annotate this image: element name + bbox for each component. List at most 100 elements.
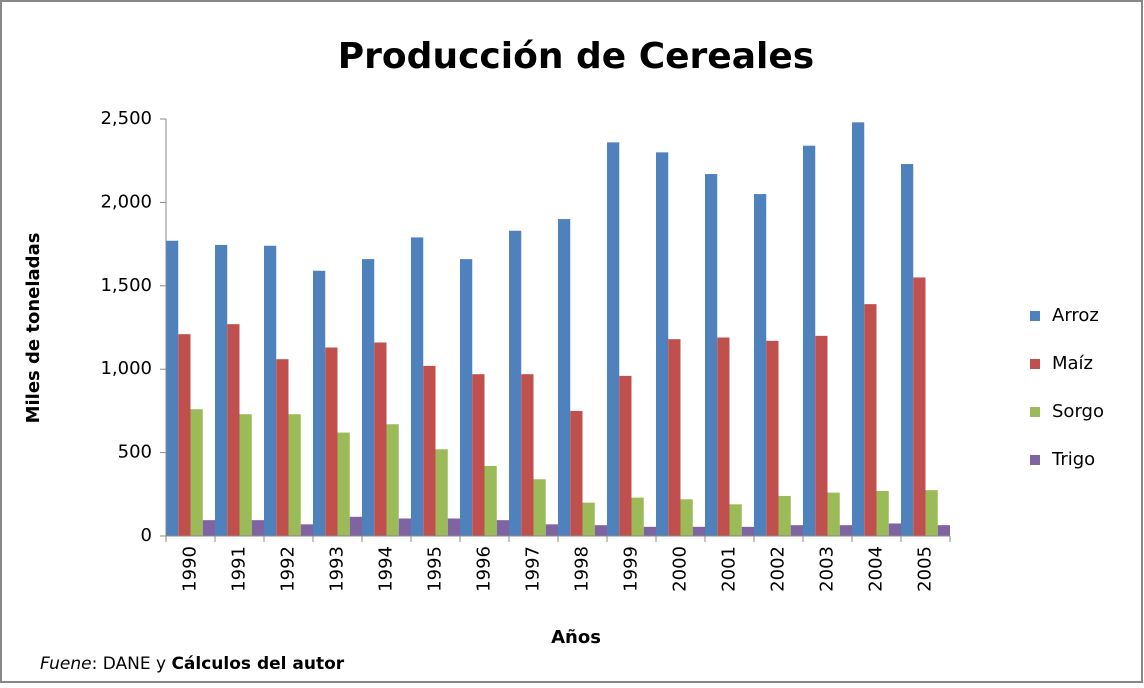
bar [619, 375, 632, 536]
bar [839, 525, 852, 536]
legend-swatch [1030, 311, 1040, 321]
x-tick-label: 1991 [229, 546, 250, 592]
bar [227, 324, 240, 536]
bar [937, 525, 950, 536]
bar [656, 152, 669, 537]
y-tick-label: 500 [118, 442, 152, 463]
x-tick-label: 1998 [572, 546, 593, 592]
source-note: Fuene: DANE y Cálculos del autor [40, 654, 345, 674]
x-tick-label: 1990 [180, 546, 201, 592]
bar [202, 520, 215, 536]
bar [864, 304, 877, 536]
bar [398, 518, 411, 536]
bar [509, 230, 522, 537]
bar [374, 342, 387, 536]
bar [582, 502, 595, 536]
bar [276, 359, 289, 536]
y-tick-label: 2,000 [100, 191, 152, 212]
bar [435, 449, 448, 536]
x-tick-label: 1999 [621, 546, 642, 592]
bar [300, 524, 313, 536]
legend-swatch [1030, 359, 1040, 369]
x-tick-label: 2001 [719, 546, 740, 592]
bar [239, 414, 252, 536]
bar [766, 340, 779, 536]
legend-label: Sorgo [1052, 401, 1104, 422]
bar [754, 194, 767, 536]
bar [594, 525, 607, 536]
bar [778, 495, 791, 536]
bar [288, 414, 301, 536]
bar [411, 237, 424, 537]
x-tick-label: 1997 [523, 546, 544, 592]
bar [349, 516, 362, 536]
bar [741, 526, 754, 536]
bar [692, 526, 705, 536]
y-tick-label: 2,500 [100, 108, 152, 129]
bar [901, 164, 914, 536]
bar [447, 518, 460, 536]
legend-label: Arroz [1052, 305, 1099, 326]
y-axis-label: Miles de toneladas [23, 233, 44, 424]
x-tick-label: 2000 [670, 546, 691, 592]
bar [925, 490, 938, 536]
y-tick-label: 0 [141, 525, 152, 546]
bar [803, 145, 816, 537]
bar [913, 277, 926, 536]
legend-label: Maíz [1052, 353, 1093, 374]
bar [643, 526, 656, 536]
bar [717, 337, 730, 536]
bar [607, 142, 620, 537]
legend-swatch [1030, 407, 1040, 417]
x-tick-label: 1993 [327, 546, 348, 592]
bar [215, 244, 228, 536]
x-tick-label: 1995 [425, 546, 446, 592]
x-tick-label: 1992 [278, 546, 299, 592]
legend-swatch [1030, 455, 1040, 465]
bar [888, 523, 901, 536]
x-axis-label: Años [551, 627, 601, 648]
x-tick-label: 2003 [817, 546, 838, 592]
bar [815, 335, 828, 536]
bar [460, 259, 473, 536]
bar [680, 499, 693, 536]
bar [668, 339, 681, 536]
chart-title: Producción de Cereales [338, 36, 814, 77]
bar [570, 410, 583, 536]
bar [852, 122, 865, 536]
x-tick-label: 2002 [768, 546, 789, 592]
bar [264, 245, 277, 536]
bar [313, 270, 326, 536]
source-part: : DANE y [92, 654, 172, 674]
legend-label: Trigo [1051, 449, 1095, 470]
bar [251, 520, 264, 536]
bar [472, 374, 485, 536]
bar [790, 525, 803, 536]
bar [705, 174, 718, 536]
bar [178, 334, 191, 536]
y-tick-label: 1,500 [100, 275, 152, 296]
bar [827, 492, 840, 536]
bar [521, 374, 534, 536]
bar [729, 504, 742, 536]
bar [876, 490, 889, 536]
x-tick-label: 2004 [866, 546, 887, 592]
y-tick-label: 1,000 [100, 358, 152, 379]
bar [325, 347, 338, 536]
x-tick-label: 2005 [915, 546, 936, 592]
bar [533, 479, 546, 536]
bar [558, 219, 571, 536]
bar [337, 432, 350, 536]
bar [423, 365, 436, 536]
source-part: Cálculos del autor [171, 654, 344, 674]
bar [362, 259, 375, 536]
source-part: Fuene [40, 654, 92, 674]
x-tick-label: 1996 [474, 546, 495, 592]
bar [484, 465, 497, 536]
bar [631, 497, 644, 536]
bar [166, 240, 179, 536]
bar [496, 520, 509, 536]
x-tick-label: 1994 [376, 546, 397, 592]
